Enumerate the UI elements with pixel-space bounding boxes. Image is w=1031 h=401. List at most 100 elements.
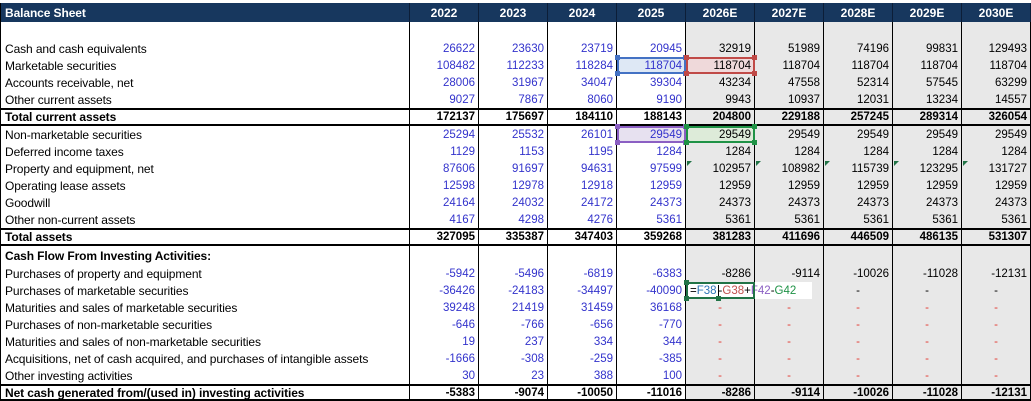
cell[interactable] bbox=[479, 22, 548, 40]
cell[interactable]: 12978 bbox=[479, 177, 548, 194]
cell[interactable]: -5383 bbox=[410, 386, 479, 399]
cell[interactable]: -9114 bbox=[755, 386, 824, 399]
cell[interactable]: 12918 bbox=[548, 177, 617, 194]
cell[interactable]: 24373 bbox=[755, 194, 824, 211]
cell[interactable]: 108482 bbox=[410, 57, 479, 74]
cell[interactable]: - bbox=[962, 367, 1031, 384]
column-header-2023[interactable]: 2023 bbox=[479, 3, 548, 22]
cell[interactable] bbox=[548, 246, 617, 265]
cell[interactable]: - bbox=[824, 316, 893, 333]
cell[interactable]: -9074 bbox=[479, 386, 548, 399]
cell[interactable]: 118284 bbox=[548, 57, 617, 74]
cell[interactable]: 74196 bbox=[824, 40, 893, 57]
cell[interactable]: 1195 bbox=[548, 143, 617, 160]
cell[interactable]: 118704 bbox=[893, 57, 962, 74]
cell[interactable]: 12959 bbox=[617, 177, 686, 194]
cell[interactable]: - bbox=[686, 350, 755, 367]
cell[interactable]: -8286 bbox=[686, 386, 755, 399]
row-label[interactable]: Other current assets bbox=[0, 91, 410, 108]
row-label[interactable]: Cash and cash equivalents bbox=[0, 40, 410, 57]
cell[interactable]: -36426 bbox=[410, 282, 479, 299]
cell[interactable]: 204800 bbox=[686, 110, 755, 124]
cell[interactable]: -6819 bbox=[548, 265, 617, 282]
cell[interactable]: 24373 bbox=[893, 194, 962, 211]
cell[interactable]: -770 bbox=[617, 316, 686, 333]
cell[interactable]: 100 bbox=[617, 367, 686, 384]
column-header-2027e[interactable]: 2027E bbox=[755, 3, 824, 22]
row-label[interactable]: Marketable securities bbox=[0, 57, 410, 74]
cell[interactable]: - bbox=[686, 367, 755, 384]
cell[interactable]: - bbox=[824, 367, 893, 384]
cell[interactable]: -12131 bbox=[962, 386, 1031, 399]
cell[interactable]: 39304 bbox=[617, 74, 686, 91]
cell[interactable]: - bbox=[755, 333, 824, 350]
row-label[interactable] bbox=[0, 22, 410, 40]
cell[interactable]: 12959 bbox=[755, 177, 824, 194]
cell[interactable]: 1284 bbox=[617, 143, 686, 160]
cell[interactable]: 1129 bbox=[410, 143, 479, 160]
cell[interactable]: 12598 bbox=[410, 177, 479, 194]
cell[interactable]: 1284 bbox=[824, 143, 893, 160]
column-header-2024[interactable]: 2024 bbox=[548, 3, 617, 22]
cell[interactable]: 24373 bbox=[686, 194, 755, 211]
cell[interactable]: 7867 bbox=[479, 91, 548, 108]
cell[interactable]: 97599 bbox=[617, 160, 686, 177]
cell[interactable]: 94631 bbox=[548, 160, 617, 177]
cell[interactable] bbox=[410, 22, 479, 40]
cell[interactable]: 4276 bbox=[548, 211, 617, 228]
row-label[interactable]: Other non-current assets bbox=[0, 211, 410, 228]
cell[interactable]: 229188 bbox=[755, 110, 824, 124]
cell[interactable]: 57545 bbox=[893, 74, 962, 91]
cell[interactable]: 289314 bbox=[893, 110, 962, 124]
cell[interactable]: 9943 bbox=[686, 91, 755, 108]
cell[interactable]: 52314 bbox=[824, 74, 893, 91]
sheet-title[interactable]: Balance Sheet bbox=[0, 3, 410, 22]
cell[interactable]: 63299 bbox=[962, 74, 1031, 91]
cell[interactable]: -34497 bbox=[548, 282, 617, 299]
cell[interactable] bbox=[962, 246, 1031, 265]
cell[interactable]: - bbox=[824, 299, 893, 316]
cell[interactable]: - bbox=[962, 350, 1031, 367]
cell[interactable]: 257245 bbox=[824, 110, 893, 124]
row-label[interactable]: Purchases of property and equipment bbox=[0, 265, 410, 282]
row-label[interactable]: Maturities and sales of marketable secur… bbox=[0, 299, 410, 316]
cell[interactable]: - bbox=[962, 316, 1031, 333]
cell[interactable]: - bbox=[824, 333, 893, 350]
cell[interactable]: 486135 bbox=[893, 230, 962, 244]
column-header-2022[interactable]: 2022 bbox=[410, 3, 479, 22]
cell[interactable]: 23 bbox=[479, 367, 548, 384]
cell[interactable]: 4167 bbox=[410, 211, 479, 228]
cell[interactable]: - bbox=[893, 282, 962, 299]
cell[interactable] bbox=[479, 246, 548, 265]
cell[interactable]: 29549 bbox=[893, 126, 962, 143]
row-label[interactable]: Property and equipment, net bbox=[0, 160, 410, 177]
cell[interactable]: 12959 bbox=[893, 177, 962, 194]
cell[interactable]: 326054 bbox=[962, 110, 1031, 124]
row-label[interactable]: Other investing activities bbox=[0, 367, 410, 384]
cell[interactable]: -12131 bbox=[962, 265, 1031, 282]
cell[interactable]: -8286 bbox=[686, 265, 755, 282]
cell[interactable]: 118704 bbox=[824, 57, 893, 74]
cell[interactable]: -9114 bbox=[755, 265, 824, 282]
cell[interactable]: - bbox=[824, 350, 893, 367]
cell[interactable]: 26622 bbox=[410, 40, 479, 57]
cell[interactable] bbox=[755, 246, 824, 265]
row-label[interactable]: Deferred income taxes bbox=[0, 143, 410, 160]
cell[interactable]: -1666 bbox=[410, 350, 479, 367]
cell[interactable] bbox=[893, 22, 962, 40]
cell[interactable]: 25294 bbox=[410, 126, 479, 143]
cell[interactable]: - bbox=[893, 350, 962, 367]
cell[interactable]: - bbox=[893, 367, 962, 384]
cell[interactable]: 388 bbox=[548, 367, 617, 384]
cell[interactable]: 28006 bbox=[410, 74, 479, 91]
cell[interactable]: 381283 bbox=[686, 230, 755, 244]
cell[interactable]: 24032 bbox=[479, 194, 548, 211]
row-label[interactable]: Purchases of marketable securities bbox=[0, 282, 410, 299]
cell[interactable]: 1284 bbox=[755, 143, 824, 160]
cell[interactable]: 12031 bbox=[824, 91, 893, 108]
cell[interactable]: 188143 bbox=[617, 110, 686, 124]
column-header-2030e[interactable]: 2030E bbox=[962, 3, 1031, 22]
row-label[interactable]: Maturities and sales of non-marketable s… bbox=[0, 333, 410, 350]
cell[interactable]: -385 bbox=[617, 350, 686, 367]
cell[interactable]: 5361 bbox=[824, 211, 893, 228]
